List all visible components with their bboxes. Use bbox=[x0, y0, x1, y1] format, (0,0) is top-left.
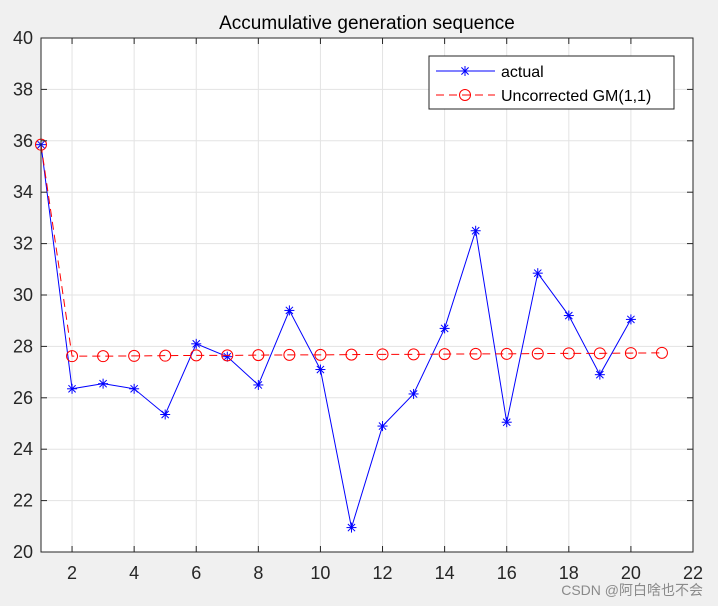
tick-marks bbox=[41, 37, 694, 553]
x-tick-label: 6 bbox=[191, 563, 201, 583]
y-tick-label: 24 bbox=[13, 439, 33, 459]
data-point bbox=[283, 348, 296, 361]
y-tick-label: 28 bbox=[13, 336, 33, 356]
data-point bbox=[66, 350, 79, 363]
data-point bbox=[408, 388, 419, 399]
data-point bbox=[253, 379, 264, 390]
data-point bbox=[190, 349, 203, 362]
data-point bbox=[160, 409, 171, 420]
x-tick-label: 4 bbox=[129, 563, 139, 583]
data-point bbox=[438, 348, 451, 361]
x-tick-label: 20 bbox=[621, 563, 641, 583]
data-point bbox=[315, 364, 326, 375]
series-layer bbox=[35, 138, 668, 533]
y-tick-label: 38 bbox=[13, 79, 33, 99]
data-point bbox=[128, 349, 141, 362]
data-point bbox=[191, 338, 202, 349]
y-tick-label: 32 bbox=[13, 234, 33, 254]
watermark-text: CSDN @阿白啥也不会 bbox=[561, 582, 703, 598]
data-point bbox=[284, 305, 295, 316]
x-tick-label: 2 bbox=[67, 563, 77, 583]
data-point bbox=[500, 347, 513, 360]
data-point bbox=[221, 349, 234, 362]
x-tick-label: 14 bbox=[435, 563, 455, 583]
data-point bbox=[252, 349, 265, 362]
legend-actual-label: actual bbox=[501, 64, 544, 81]
legend-actual-marker bbox=[460, 66, 470, 76]
x-tick-label: 16 bbox=[497, 563, 517, 583]
data-point bbox=[655, 346, 668, 359]
y-tick-label: 26 bbox=[13, 388, 33, 408]
data-point bbox=[563, 310, 574, 321]
data-point bbox=[377, 421, 388, 432]
chart-title: Accumulative generation sequence bbox=[219, 13, 515, 34]
data-point bbox=[531, 347, 544, 360]
legend-gm-label: Uncorrected GM(1,1) bbox=[501, 88, 651, 105]
data-point bbox=[98, 378, 109, 389]
y-tick-label: 20 bbox=[13, 542, 33, 562]
y-tick-label: 40 bbox=[13, 28, 33, 48]
data-point bbox=[594, 369, 605, 380]
series-gm11 bbox=[35, 138, 668, 363]
series-line bbox=[40, 144, 632, 528]
data-point bbox=[346, 522, 357, 533]
x-tick-label: 22 bbox=[683, 563, 703, 583]
data-point bbox=[222, 351, 233, 362]
data-point bbox=[470, 225, 481, 236]
data-point bbox=[532, 268, 543, 279]
data-point bbox=[129, 383, 140, 394]
data-point bbox=[345, 348, 358, 361]
data-point bbox=[593, 347, 606, 360]
data-point bbox=[439, 323, 450, 334]
data-point bbox=[376, 348, 389, 361]
x-tick-label: 8 bbox=[253, 563, 263, 583]
data-point bbox=[97, 350, 110, 363]
legend-gm-marker bbox=[459, 89, 471, 101]
x-tick-label: 10 bbox=[310, 563, 330, 583]
data-point bbox=[562, 347, 575, 360]
x-tick-label: 12 bbox=[373, 563, 393, 583]
series-line bbox=[40, 144, 662, 357]
data-point bbox=[469, 347, 482, 360]
y-tick-label: 30 bbox=[13, 285, 33, 305]
data-point bbox=[407, 348, 420, 361]
data-point bbox=[501, 417, 512, 428]
y-tick-label: 34 bbox=[13, 182, 33, 202]
data-point bbox=[624, 347, 637, 360]
data-point bbox=[625, 314, 636, 325]
y-tick-label: 36 bbox=[13, 131, 33, 151]
data-point bbox=[159, 349, 172, 362]
legend: actual Uncorrected GM(1,1) bbox=[428, 55, 675, 110]
x-tick-label: 18 bbox=[559, 563, 579, 583]
data-point bbox=[67, 383, 78, 394]
legend-box bbox=[428, 55, 675, 110]
data-point bbox=[314, 348, 327, 361]
series-actual bbox=[36, 139, 636, 533]
y-tick-label: 22 bbox=[13, 491, 33, 511]
